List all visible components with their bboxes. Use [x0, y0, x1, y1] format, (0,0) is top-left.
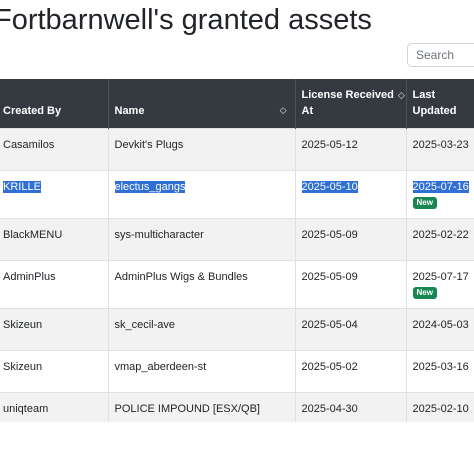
table-row[interactable]: Skizeun vmap_aberdeen-st 2025-05-02 2025… — [0, 349, 474, 392]
license-date-cell: 2025-05-02 — [294, 349, 406, 392]
license-date-cell: 2025-05-04 — [294, 307, 406, 350]
created-by-cell: Casamilos — [0, 127, 108, 170]
updated-date-cell: 2025-03-16 — [405, 349, 474, 392]
sort-icon[interactable]: ◇ — [397, 89, 405, 100]
created-by-header-label: Created By — [3, 104, 62, 117]
name-cell: vmap_aberdeen-st — [107, 349, 295, 392]
license-date-cell: 2025-05-12 — [294, 127, 406, 170]
new-badge: New — [412, 286, 437, 299]
updated-date-cell: 2025-02-22 — [405, 217, 474, 260]
sort-icon[interactable]: ◇ — [279, 104, 287, 115]
updated-header-label-line2: Updated — [412, 104, 457, 117]
search-input[interactable] — [407, 43, 474, 67]
license-header-label-line2: At — [301, 104, 314, 117]
name-cell: sk_cecil-ave — [107, 307, 295, 350]
table-row[interactable]: Casamilos Devkit's Plugs 2025-05-12 2025… — [0, 127, 474, 170]
column-header-name[interactable]: Name ◇ — [107, 79, 295, 128]
created-by-cell: BlackMENU — [0, 217, 108, 260]
license-date-cell: 2025-05-09 — [294, 217, 406, 260]
table-row[interactable]: KRILLE electus_gangs 2025-05-10 2025-07-… — [0, 169, 474, 218]
selected-text: electus_gangs — [114, 180, 186, 193]
updated-date-cell: 2025-07-17 New — [405, 259, 474, 308]
created-by-cell: KRILLE — [0, 169, 108, 218]
updated-header-label-line1: Last — [412, 88, 436, 101]
column-header-created-by[interactable]: Created By — [0, 79, 108, 128]
created-by-cell: Skizeun — [0, 349, 108, 392]
name-cell: AdminPlus Wigs & Bundles — [107, 259, 295, 308]
updated-date-cell: 2025-03-23 — [405, 127, 474, 170]
table-row[interactable]: Skizeun sk_cecil-ave 2025-05-04 2024-05-… — [0, 307, 474, 350]
table-row[interactable]: AdminPlus AdminPlus Wigs & Bundles 2025-… — [0, 259, 474, 308]
name-cell: Devkit's Plugs — [107, 127, 295, 170]
name-cell: electus_gangs — [107, 169, 295, 218]
column-header-license-received[interactable]: License Received ◇ At — [294, 79, 406, 128]
updated-date-cell: 2024-05-03 — [405, 307, 474, 350]
selected-text: 2025-05-10 — [301, 180, 358, 193]
selected-text: KRILLE — [3, 180, 41, 193]
assets-table: Created By Name ◇ License Received ◇ At L… — [0, 79, 474, 422]
updated-date-text: 2025-07-17 — [412, 270, 469, 283]
license-date-cell: 2025-05-09 — [294, 259, 406, 308]
updated-date-cell: 2025-07-16 New — [405, 169, 474, 218]
license-header-label-line1: License Received — [301, 88, 394, 101]
name-header-label: Name — [114, 104, 145, 117]
name-cell: POLICE IMPOUND [ESX/QB] — [107, 391, 295, 422]
created-by-cell: AdminPlus — [0, 259, 108, 308]
license-date-cell: 2025-04-30 — [294, 391, 406, 422]
column-header-last-updated[interactable]: Last Updated — [405, 79, 474, 128]
new-badge: New — [412, 196, 437, 209]
table-row[interactable]: BlackMENU sys-multicharacter 2025-05-09 … — [0, 217, 474, 260]
created-by-cell: uniqteam — [0, 391, 108, 422]
license-date-cell: 2025-05-10 — [294, 169, 406, 218]
name-cell: sys-multicharacter — [107, 217, 295, 260]
table-row[interactable]: uniqteam POLICE IMPOUND [ESX/QB] 2025-04… — [0, 391, 474, 422]
page-title: Fortbarnwell's granted assets — [0, 4, 372, 36]
selected-text: 2025-07-16 — [412, 180, 469, 193]
created-by-cell: Skizeun — [0, 307, 108, 350]
updated-date-cell: 2025-02-10 — [405, 391, 474, 422]
